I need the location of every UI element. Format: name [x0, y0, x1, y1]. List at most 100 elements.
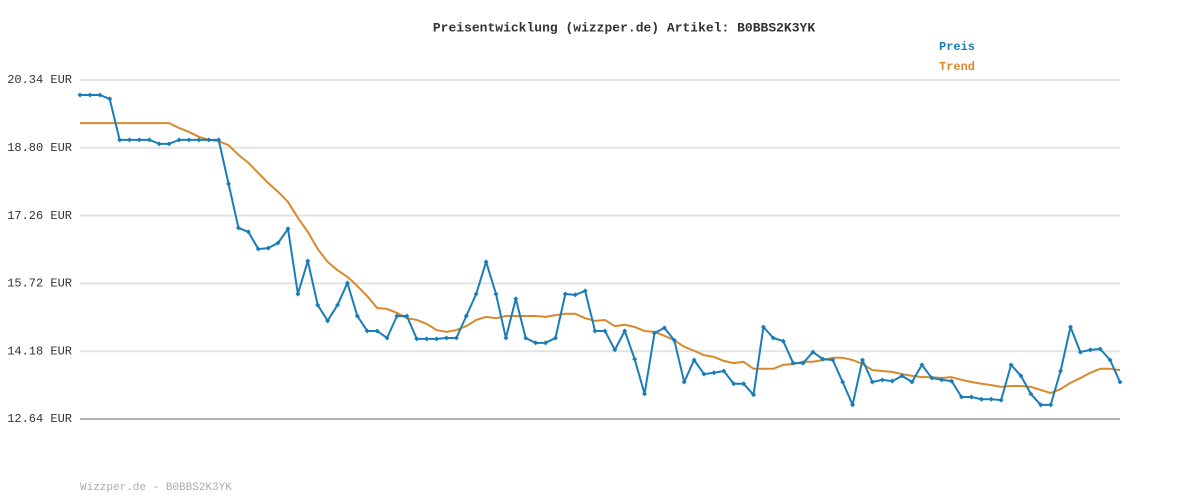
marker — [443, 335, 449, 341]
marker — [770, 335, 776, 341]
marker — [721, 368, 727, 374]
marker — [661, 325, 667, 331]
marker — [107, 96, 113, 102]
marker — [404, 313, 410, 319]
marker — [1067, 324, 1073, 330]
marker — [988, 396, 994, 402]
marker — [127, 137, 133, 143]
marker — [1008, 362, 1014, 368]
marker — [968, 394, 974, 400]
marker — [483, 259, 489, 265]
marker — [543, 340, 549, 346]
marker — [760, 324, 766, 330]
marker — [572, 292, 578, 298]
legend-entry: Trend — [939, 60, 975, 74]
marker — [77, 92, 83, 98]
marker — [959, 394, 965, 400]
marker — [671, 337, 677, 343]
marker — [1097, 346, 1103, 352]
marker — [929, 375, 935, 381]
marker — [394, 313, 400, 319]
marker — [295, 291, 301, 297]
marker — [869, 379, 875, 385]
y-tick-label: 15.72 EUR — [7, 277, 72, 291]
marker — [978, 396, 984, 402]
marker — [513, 296, 519, 302]
marker — [414, 336, 420, 342]
marker — [1087, 347, 1093, 353]
marker — [1117, 379, 1123, 385]
marker — [136, 137, 142, 143]
marker — [87, 92, 93, 98]
marker — [503, 335, 509, 341]
marker — [879, 377, 885, 383]
line-preis — [80, 93, 1121, 406]
marker — [552, 335, 558, 341]
marker — [612, 347, 618, 353]
y-tick-label: 17.26 EUR — [7, 209, 72, 223]
marker — [226, 181, 232, 187]
marker — [1107, 357, 1113, 363]
y-tick-label: 18.80 EUR — [7, 141, 72, 155]
marker — [731, 381, 737, 387]
marker — [909, 379, 915, 385]
y-tick-label: 14.18 EUR — [7, 344, 72, 358]
marker — [1028, 391, 1034, 397]
marker — [493, 291, 499, 297]
marker — [315, 302, 321, 308]
marker — [642, 391, 648, 397]
marker — [1018, 373, 1024, 379]
chart-title: Preisentwicklung (wizzper.de) Artikel: B… — [433, 20, 815, 35]
marker — [899, 373, 905, 379]
marker — [473, 291, 479, 297]
marker — [939, 377, 945, 383]
marker — [196, 137, 202, 143]
marker — [265, 245, 271, 251]
marker — [97, 92, 103, 98]
marker — [117, 137, 123, 143]
marker — [741, 381, 747, 387]
marker — [681, 379, 687, 385]
marker — [156, 141, 162, 147]
marker — [701, 371, 707, 377]
y-tick-label: 20.34 EUR — [7, 73, 72, 87]
footer: Wizzper.de - B0BBS2K3YK — [80, 482, 232, 494]
marker — [622, 328, 628, 334]
marker — [859, 357, 865, 363]
marker — [146, 137, 152, 143]
marker — [751, 392, 757, 398]
marker — [335, 302, 341, 308]
marker — [235, 225, 241, 231]
marker — [602, 328, 608, 334]
marker — [780, 338, 786, 344]
marker — [919, 362, 925, 368]
marker — [562, 291, 568, 297]
marker — [424, 336, 430, 342]
marker — [949, 378, 955, 384]
marker — [176, 137, 182, 143]
marker — [840, 379, 846, 385]
marker — [810, 349, 816, 355]
y-tick-label: 12.64 EUR — [7, 412, 72, 426]
marker — [830, 357, 836, 363]
marker — [651, 330, 657, 336]
marker — [582, 288, 588, 294]
marker — [255, 246, 261, 252]
line-trend — [80, 122, 1121, 395]
marker — [374, 328, 380, 334]
marker — [206, 137, 212, 143]
legend-entry: Preis — [939, 40, 975, 54]
marker — [592, 328, 598, 334]
marker — [1058, 368, 1064, 374]
marker — [523, 335, 529, 341]
marker — [285, 226, 291, 232]
marker — [711, 370, 717, 376]
marker — [691, 357, 697, 363]
marker — [325, 318, 331, 324]
marker — [800, 360, 806, 366]
marker — [384, 335, 390, 341]
marker — [1048, 402, 1054, 408]
marker — [632, 356, 638, 362]
